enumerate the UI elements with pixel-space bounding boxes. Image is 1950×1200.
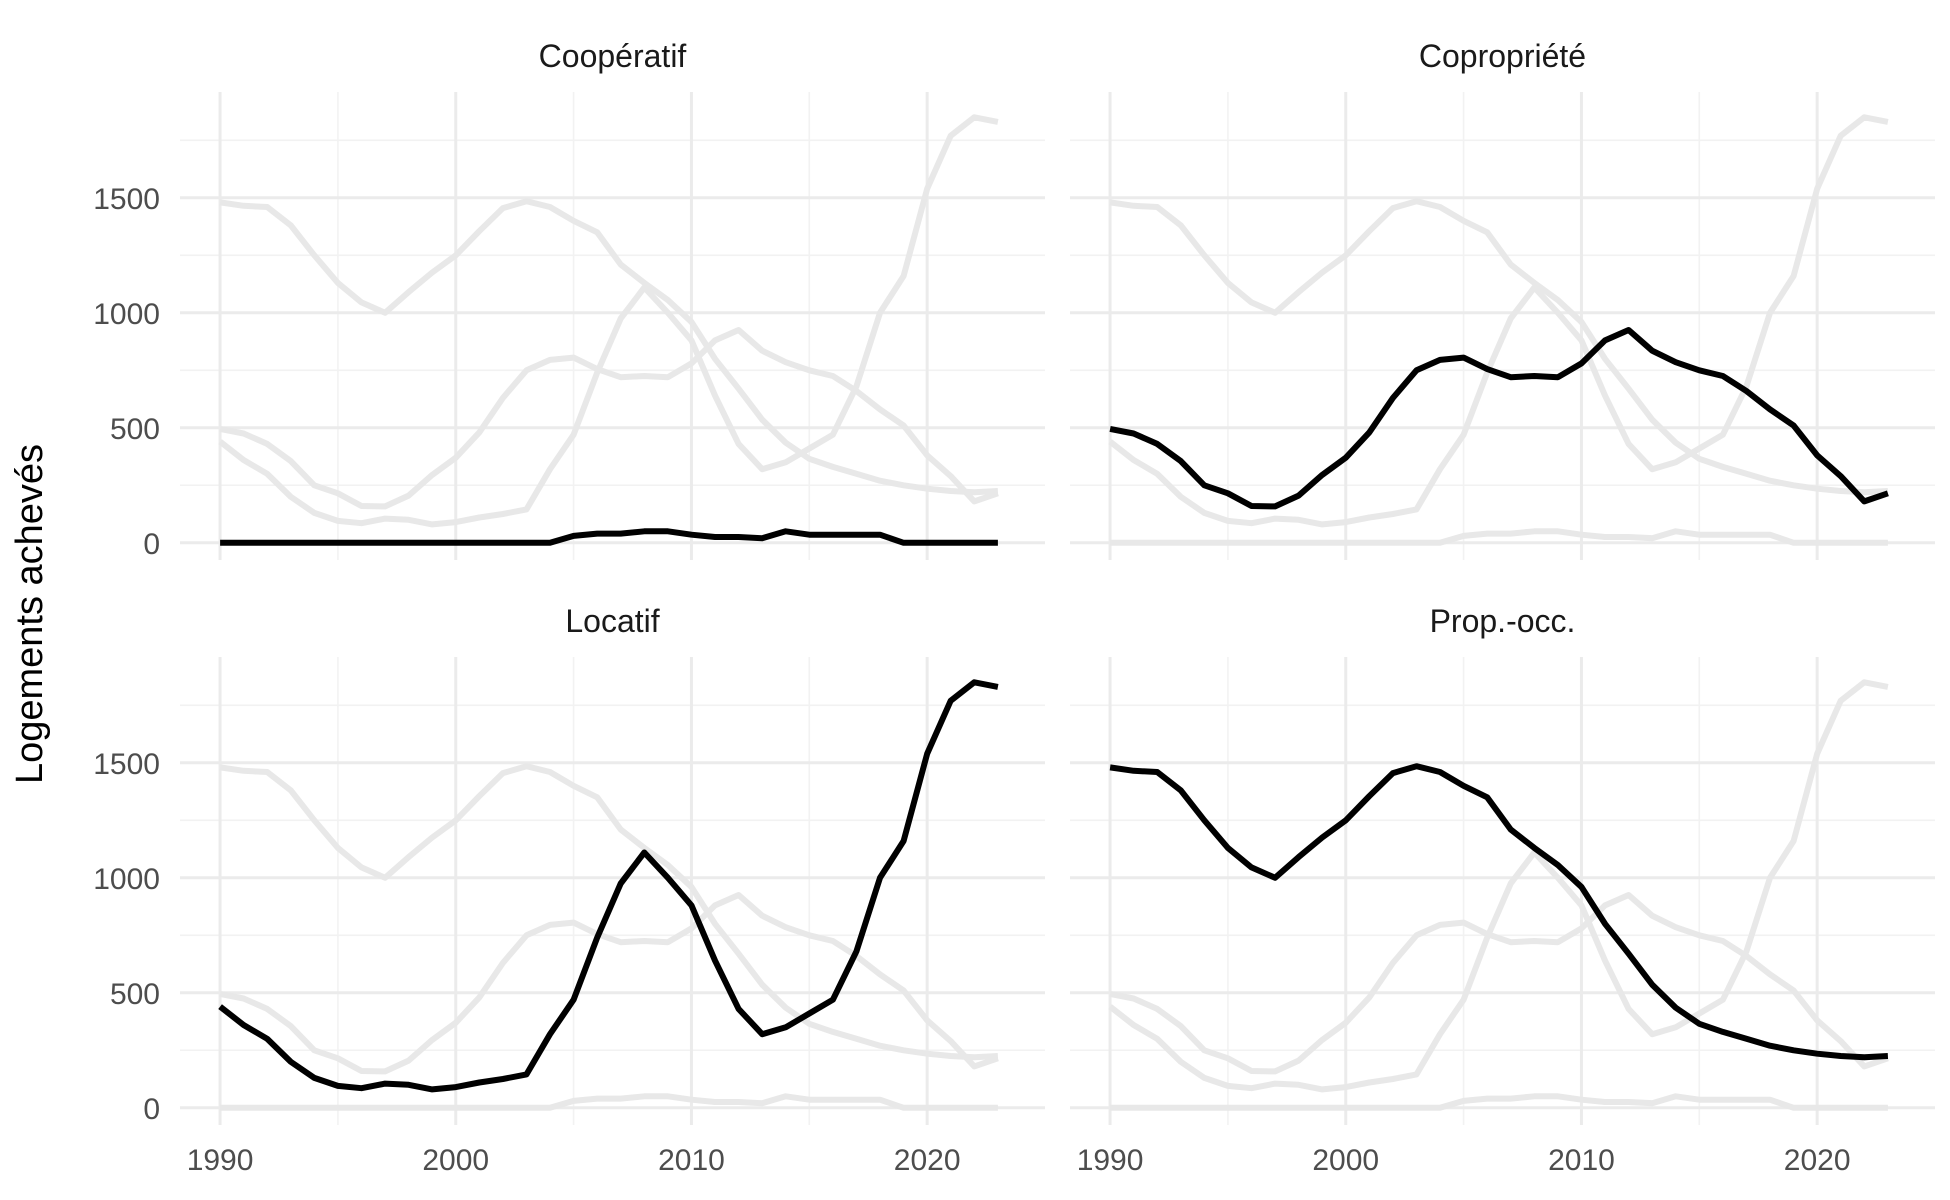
y-tick-label: 0 [143,528,160,561]
facet-panel-copropriete: Copropriété [1070,38,1935,560]
series-line-cooperatif [220,528,998,546]
y-tick-label: 1000 [93,863,160,896]
context-line-copropriete [1109,892,1889,1075]
context-line-prop-occ [1109,198,1889,496]
series-line-prop-occ [1109,763,1889,1061]
facet-title-copropriete: Copropriété [1419,38,1586,74]
series-line-copropriete [1109,327,1889,510]
y-tick-label: 1500 [93,183,160,216]
x-tick-label: 2000 [422,1144,489,1177]
context-line-prop-occ [219,763,999,1061]
context-line-copropriete [219,327,999,510]
series-line-locatif [218,679,999,1093]
facet-panel-cooperatif: Coopératif 0 500 1000 1500 [93,38,1045,561]
context-line-copropriete [219,892,999,1075]
y-tick-label: 1500 [93,748,160,781]
facet-panel-prop-occ: Prop.-occ. 1990 2000 2010 2020 [1070,603,1935,1177]
facet-title-prop-occ: Prop.-occ. [1430,603,1576,639]
x-tick-label: 2010 [658,1144,725,1177]
y-axis-title: Logements achevés [9,444,51,784]
facet-title-cooperatif: Coopératif [539,38,687,74]
y-tick-label: 0 [143,1093,160,1126]
x-tick-label: 1990 [1077,1144,1144,1177]
context-line-prop-occ [219,198,999,496]
context-line-cooperatif [1110,1093,1888,1111]
x-tick-label: 2020 [1784,1144,1851,1177]
y-tick-label: 500 [110,413,160,446]
facet-title-locatif: Locatif [565,603,659,639]
context-line-locatif [218,114,999,528]
x-tick-label: 2010 [1548,1144,1615,1177]
context-line-locatif [1108,679,1889,1093]
x-tick-label: 2000 [1312,1144,1379,1177]
y-tick-label: 500 [110,978,160,1011]
x-tick-label: 2020 [894,1144,961,1177]
context-line-locatif [1108,114,1889,528]
context-line-cooperatif [220,1093,998,1111]
context-line-cooperatif [1110,528,1888,546]
y-tick-label: 1000 [93,298,160,331]
facet-panel-locatif: Locatif 0 500 1000 1500 1990 2000 2010 2020 [93,603,1045,1177]
x-tick-label: 1990 [187,1144,254,1177]
